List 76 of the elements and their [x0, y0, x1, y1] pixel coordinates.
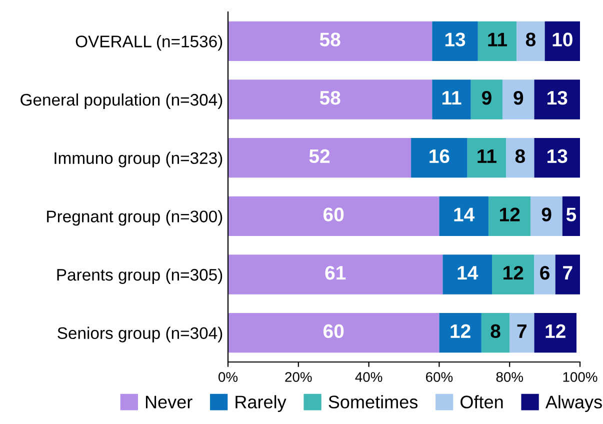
bar: [470, 80, 503, 120]
y-tick-label: Immuno group (n=323): [54, 152, 222, 168]
data-label: 9: [514, 90, 524, 105]
data-label: 11: [442, 91, 462, 105]
data-label: 8: [526, 32, 536, 46]
bar: [516, 21, 545, 61]
bar: [488, 196, 531, 236]
bar: [439, 313, 482, 353]
y-tick-label: Pregnant group (n=300): [47, 210, 222, 226]
data-label: 58: [320, 32, 340, 46]
y-tick-label: Parents group (n=305): [57, 268, 222, 284]
data-label: 7: [563, 266, 572, 280]
data-label: 8: [515, 149, 525, 164]
bar: [510, 313, 534, 353]
bar: [228, 80, 432, 120]
bar: [534, 80, 580, 120]
y-tick-label: OVERALL (n=1536): [76, 35, 222, 51]
data-label: 13: [548, 149, 568, 164]
bar: [228, 196, 440, 236]
legend-label: Always: [545, 395, 602, 412]
bar: [432, 80, 471, 120]
bar: [411, 138, 468, 178]
data-label: 10: [552, 32, 572, 46]
x-tick-label: 0%: [218, 372, 238, 382]
bar: [530, 196, 562, 236]
y-tick-label: General population (n=304): [20, 93, 222, 109]
legend-label: Rarely: [236, 395, 286, 412]
data-label: 7: [517, 324, 526, 338]
x-tick-label: 20%: [285, 372, 312, 382]
data-label: 16: [430, 149, 450, 164]
bar: [534, 254, 556, 294]
bar: [478, 21, 517, 61]
data-label: 5: [566, 208, 576, 222]
data-label: 11: [488, 32, 508, 46]
data-label: 12: [546, 324, 566, 338]
data-label: 13: [445, 32, 466, 46]
x-tick-label: 40%: [355, 372, 382, 382]
data-label: 12: [504, 266, 524, 280]
bar: [555, 254, 580, 294]
data-label: 9: [482, 90, 492, 105]
data-label: 8: [490, 324, 500, 338]
data-label: 60: [324, 324, 344, 338]
legend-label: Never: [146, 396, 192, 408]
data-label: 60: [324, 208, 344, 222]
bar: [506, 138, 534, 178]
data-label: 6: [540, 266, 550, 280]
x-tick-label: 100%: [563, 372, 598, 382]
bar: [534, 138, 580, 178]
bar: [534, 313, 576, 353]
data-label: 61: [325, 266, 346, 280]
bar: [228, 254, 443, 294]
x-tick-label: 80%: [496, 372, 524, 382]
data-label: 58: [320, 90, 340, 105]
bar: [442, 254, 492, 294]
bar: [467, 138, 506, 178]
legend-label: Often: [460, 395, 503, 408]
bar: [481, 313, 510, 353]
bar: [502, 80, 534, 120]
y-tick-label: Seniors group (n=304): [58, 326, 222, 342]
data-label: 12: [450, 324, 470, 338]
data-label: 13: [548, 90, 568, 105]
data-label: 52: [309, 149, 330, 164]
bar: [492, 254, 534, 294]
x-tick-label: 60%: [426, 372, 453, 382]
bar: [544, 21, 580, 61]
data-label: 14: [454, 208, 475, 222]
data-label: 14: [458, 266, 478, 280]
legend-label: Sometimes: [328, 395, 418, 408]
data-label: 12: [500, 208, 520, 222]
bar: [432, 21, 478, 61]
data-label: 9: [542, 208, 552, 222]
bar: [228, 313, 440, 353]
bar: [228, 138, 412, 178]
data-label: 11: [478, 149, 496, 163]
bar: [228, 21, 432, 61]
bar: [439, 196, 488, 236]
